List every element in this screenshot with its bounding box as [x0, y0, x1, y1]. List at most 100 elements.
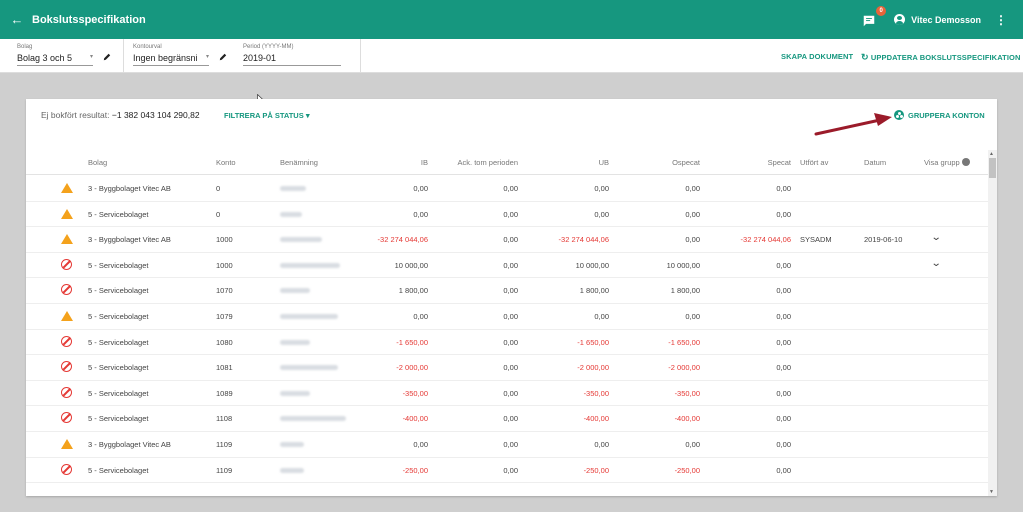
ack-cell: 0,00 — [503, 363, 518, 373]
user-name[interactable]: Vitec Demosson — [911, 14, 981, 25]
table-row[interactable]: 5 - Servicebolaget 1109 -250,00 0,00 -250,00… — [26, 458, 988, 484]
ib-cell: -1 650,00 — [396, 337, 428, 347]
warning-icon — [61, 234, 73, 245]
scroll-down-icon[interactable]: ▼ — [989, 489, 994, 495]
refresh-icon: ↻ — [861, 52, 869, 62]
specat-cell: 0,00 — [776, 209, 791, 219]
ack-cell: 0,00 — [503, 235, 518, 245]
ospecat-cell: -250,00 — [674, 465, 700, 475]
warning-icon — [61, 183, 73, 193]
column-header[interactable]: IB — [420, 158, 428, 167]
specat-cell: 0,00 — [776, 388, 791, 398]
ack-cell: 0,00 — [503, 337, 518, 347]
ib-cell: 0,00 — [413, 184, 428, 193]
notifications-button[interactable]: 0 — [862, 5, 887, 28]
ospecat-cell: 0,00 — [685, 312, 700, 321]
account-icon[interactable] — [894, 14, 906, 25]
benamning-redacted — [280, 416, 346, 422]
scrollbar-thumb[interactable] — [989, 158, 996, 178]
blocked-icon — [61, 335, 72, 347]
ospecat-cell: 0,00 — [685, 184, 700, 193]
skapa-dokument-button[interactable]: SKAPA DOKUMENT — [781, 52, 854, 61]
uppdatera-button[interactable]: ↻ UPPDATERA BOKSLUTSSPECIFIKATION — [861, 52, 1020, 63]
scroll-up-icon[interactable]: ▲ — [989, 151, 994, 157]
kontourval-select[interactable]: Kontourval Ingen begränsni ▾ — [133, 44, 209, 66]
bolag-cell: 5 - Servicebolaget — [88, 337, 149, 347]
table-row[interactable]: 5 - Servicebolaget 1079 0,00 0,00 0,00 0,00 0,… — [26, 304, 988, 330]
specat-cell: -32 274 044,06 — [740, 235, 791, 245]
column-header[interactable]: Ospecat — [672, 158, 700, 167]
table-row[interactable]: 5 - Servicebolaget 1080 -1 650,00 0,00 -1 65… — [26, 330, 988, 356]
column-header[interactable]: Konto — [216, 158, 236, 167]
benamning-redacted — [280, 262, 340, 268]
filter-status-button[interactable]: FILTRERA PÅ STATUS ▾ — [224, 111, 310, 120]
ib-cell: 0,00 — [413, 312, 428, 321]
bolag-cell: 3 - Byggbolaget Vitec AB — [88, 184, 171, 193]
group-accounts-label: GRUPPERA KONTON — [908, 110, 985, 120]
expand-more-icon[interactable]: ⌄ — [930, 232, 942, 244]
column-header[interactable]: Utfört av — [800, 158, 829, 167]
ib-cell: 0,00 — [413, 440, 428, 449]
page-title: Bokslutsspecifikation — [32, 13, 146, 26]
table-row[interactable]: 3 - Byggbolaget Vitec AB 0 0,00 0,00 0,00 0,0… — [26, 176, 988, 202]
ospecat-cell: 0,00 — [685, 440, 700, 449]
caret-down-icon: ▾ — [305, 111, 310, 120]
column-header[interactable]: Bolag — [88, 158, 108, 167]
ib-cell: 1 800,00 — [398, 286, 428, 296]
blocked-icon — [61, 386, 72, 398]
edit-icon[interactable] — [103, 53, 111, 61]
ospecat-cell: -350,00 — [674, 388, 700, 398]
column-header[interactable]: Visa grupp — [924, 158, 970, 167]
column-header[interactable]: Specat — [767, 158, 791, 167]
table-row[interactable]: 3 - Byggbolaget Vitec AB 1109 0,00 0,00 0,00… — [26, 432, 988, 458]
kontourval-label: Kontourval — [133, 44, 162, 50]
table-row[interactable]: 5 - Servicebolaget 1089 -350,00 0,00 -350,00… — [26, 381, 988, 407]
ub-cell: -400,00 — [583, 414, 609, 424]
ub-cell: -250,00 — [583, 465, 609, 475]
ospecat-cell: 0,00 — [685, 235, 700, 245]
ospecat-cell: 0,00 — [685, 209, 700, 219]
blocked-icon — [61, 463, 72, 475]
ack-cell: 0,00 — [503, 465, 518, 475]
datum-cell: 2019-06-10 — [864, 235, 903, 245]
period-input[interactable]: Period (YYYY-MM) 2019-01 — [243, 44, 341, 66]
ib-cell: -400,00 — [402, 414, 428, 424]
konto-cell: 1000 — [216, 235, 233, 245]
column-header[interactable]: Ack. tom perioden — [457, 158, 518, 167]
more-vert-icon[interactable]: ⋮ — [995, 12, 1007, 27]
period-label: Period (YYYY-MM) — [243, 44, 294, 50]
ospecat-cell: -1 650,00 — [668, 337, 700, 347]
bolag-cell: 5 - Servicebolaget — [88, 465, 149, 475]
table-row[interactable]: 3 - Byggbolaget Vitec AB 1000 -32 274 044,… — [26, 227, 988, 253]
table-row[interactable]: 5 - Servicebolaget 1000 10 000,00 0,00 10 00… — [26, 253, 988, 279]
table-row[interactable]: 5 - Servicebolaget 0 0,00 0,00 0,00 0,00 0,00 — [26, 202, 988, 228]
app-bar: ← Bokslutsspecifikation 0 Vitec Demosson… — [0, 0, 1023, 39]
konto-cell: 1079 — [216, 312, 233, 321]
ub-cell: -32 274 044,06 — [558, 235, 609, 245]
specat-cell: 0,00 — [776, 465, 791, 475]
group-accounts-button[interactable]: GRUPPERA KONTON — [894, 110, 985, 120]
table-row[interactable]: 5 - Servicebolaget 1108 -400,00 0,00 -400,00… — [26, 406, 988, 432]
bolag-label: Bolag — [17, 44, 33, 50]
table-row[interactable]: 5 - Servicebolaget 1070 1 800,00 0,00 1 800,… — [26, 278, 988, 304]
warning-icon — [61, 208, 73, 219]
bolag-select[interactable]: Bolag Bolag 3 och 5 ▾ — [17, 44, 93, 66]
column-header[interactable]: UB — [598, 158, 609, 167]
expand-more-icon[interactable]: ⌄ — [930, 257, 942, 269]
scrollbar[interactable]: ▲ ▼ — [988, 150, 997, 496]
bolag-cell: 5 - Servicebolaget — [88, 414, 149, 424]
ub-cell: 1 800,00 — [579, 286, 609, 296]
ack-cell: 0,00 — [503, 260, 518, 270]
arrow-left-icon[interactable]: ← — [10, 12, 24, 27]
table-row[interactable]: 5 - Servicebolaget 1081 -2 000,00 0,00 -2 00… — [26, 355, 988, 381]
ospecat-cell: -400,00 — [674, 414, 700, 424]
ack-cell: 0,00 — [503, 414, 518, 424]
column-header[interactable]: Benämning — [280, 158, 318, 167]
specat-cell: 0,00 — [776, 184, 791, 193]
edit-icon[interactable] — [219, 53, 227, 61]
column-header[interactable]: Datum — [864, 158, 887, 167]
ack-cell: 0,00 — [503, 440, 518, 449]
ub-cell: 0,00 — [594, 184, 609, 193]
bolag-cell: 5 - Servicebolaget — [88, 312, 149, 321]
summary-label: Ej bokfört resultat: — [41, 110, 110, 120]
